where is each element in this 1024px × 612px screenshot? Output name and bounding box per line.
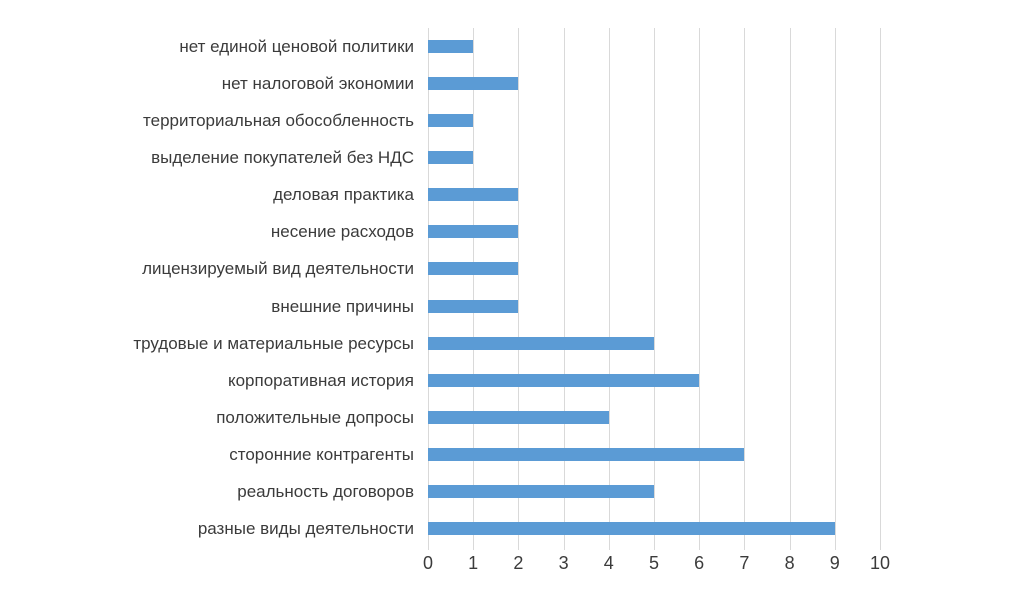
gridline — [834, 28, 836, 550]
gridline — [428, 28, 429, 550]
bar — [428, 225, 519, 239]
x-axis-tick-label: 4 — [603, 553, 614, 573]
bar — [428, 521, 835, 535]
x-axis-tick-label: 9 — [829, 553, 840, 573]
x-axis-tick-label: 3 — [558, 553, 569, 573]
gridline — [654, 28, 655, 550]
x-axis-tick-label: 2 — [513, 553, 524, 573]
category-label: нет налоговой экономии — [221, 74, 414, 94]
category-label: разные виды деятельности — [197, 518, 414, 538]
category-label: территориальная обособленность — [143, 111, 414, 131]
category-label: лицензируемый вид деятельности — [142, 259, 414, 279]
category-label: выделение покупателей без НДС — [151, 148, 414, 168]
bar — [428, 447, 745, 461]
bar — [428, 373, 700, 387]
bar — [428, 114, 474, 128]
category-label: нет единой ценовой политики — [179, 37, 414, 56]
category-labels: нет единой ценовой политики нет налоговой… — [0, 28, 421, 547]
bar — [428, 262, 519, 276]
gridline — [744, 28, 746, 550]
category-label: несение расходов — [270, 222, 414, 242]
category-label: трудовые и материальные ресурсы — [133, 333, 414, 353]
x-axis: 0 1 2 3 4 5 6 7 8 9 10 — [0, 553, 1024, 579]
gridline — [608, 28, 610, 550]
category-label: сторонние контрагенты — [229, 444, 414, 464]
gridline — [789, 28, 791, 550]
category-label: положительные допросы — [216, 407, 414, 427]
category-label: деловая практика — [273, 185, 414, 205]
bar — [428, 484, 654, 498]
category-label: реальность договоров — [237, 481, 414, 501]
category-label: внешние причины — [271, 296, 414, 316]
bar — [428, 77, 519, 91]
bar — [428, 188, 519, 202]
gridline — [518, 28, 520, 550]
x-axis-tick-label: 8 — [784, 553, 795, 573]
gridline — [563, 28, 565, 550]
gridline — [699, 28, 701, 550]
bar — [428, 410, 609, 424]
x-axis-tick-label: 0 — [422, 553, 433, 573]
bar — [428, 299, 519, 313]
bar — [428, 151, 474, 165]
x-axis-tick-label: 7 — [739, 553, 750, 573]
x-axis-tick-label: 5 — [648, 553, 659, 573]
bar — [428, 40, 474, 54]
gridline — [473, 28, 475, 550]
category-label: корпоративная история — [227, 370, 414, 390]
gridline — [880, 28, 881, 550]
plot-area — [428, 28, 881, 550]
x-axis-tick-label: 6 — [694, 553, 705, 573]
bar — [428, 336, 654, 350]
x-axis-tick-label: 10 — [869, 553, 891, 573]
x-axis-tick-label: 1 — [468, 553, 479, 573]
